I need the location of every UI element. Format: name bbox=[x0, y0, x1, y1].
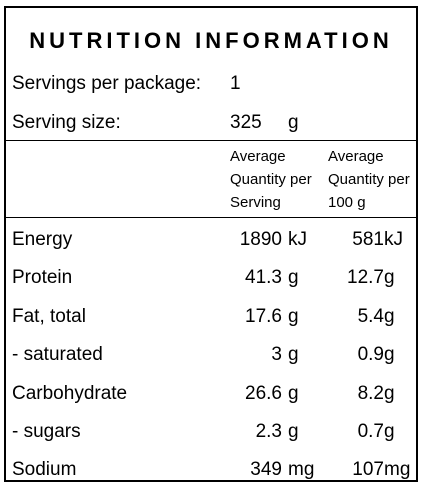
nutrient-per100: 5.4 bbox=[357, 305, 384, 327]
nutrient-serving: 41.3 bbox=[245, 267, 282, 289]
nutrient-serving-unit: g bbox=[288, 382, 299, 404]
nutrient-per100-unit: g bbox=[384, 382, 395, 404]
nutrient-per100-unit: kJ bbox=[384, 229, 403, 250]
nutrient-per100-unit: g bbox=[384, 267, 395, 289]
nutrient-serving-unit: kJ bbox=[288, 229, 307, 250]
nutrient-serving-unit: g bbox=[288, 305, 299, 327]
nutrient-serving: 1890 bbox=[239, 229, 282, 250]
panel-title: NUTRITION INFORMATION bbox=[29, 28, 393, 53]
header-line: Serving bbox=[230, 194, 281, 211]
nutrient-name: - sugars bbox=[12, 421, 81, 442]
nutrient-serving-unit: g bbox=[288, 344, 299, 366]
header-line: Quantity per bbox=[328, 171, 410, 188]
nutrition-panel: NUTRITION INFORMATION Servings per packa… bbox=[4, 6, 418, 482]
nutrient-per100: 8.2 bbox=[357, 382, 384, 404]
header-line: Average bbox=[328, 148, 384, 165]
nutrient-serving: 3 bbox=[271, 344, 282, 366]
divider-top bbox=[6, 140, 416, 141]
nutrient-serving-unit: g bbox=[288, 421, 299, 442]
header-line: Quantity per bbox=[230, 171, 312, 188]
nutrient-per100-unit: g bbox=[384, 344, 395, 366]
column-header-per-serving: Average Quantity per Serving bbox=[230, 145, 312, 214]
nutrient-serving-unit: g bbox=[288, 267, 299, 289]
nutrient-serving-unit: mg bbox=[288, 459, 315, 481]
header-line: Average bbox=[230, 148, 286, 165]
servings-value: 1 bbox=[230, 73, 241, 94]
nutrient-per100: 12.7 bbox=[347, 267, 384, 289]
nutrient-per100: 0.7 bbox=[357, 421, 384, 442]
serving-size-label: Serving size: bbox=[12, 112, 121, 133]
serving-size-unit: g bbox=[288, 112, 299, 133]
nutrient-per100-unit: g bbox=[384, 421, 395, 442]
header-line: 100 g bbox=[328, 194, 366, 211]
serving-size-value: 325 bbox=[230, 112, 262, 133]
nutrient-name: Sodium bbox=[12, 459, 77, 481]
nutrient-serving: 2.3 bbox=[255, 421, 282, 442]
nutrient-name: Protein bbox=[12, 267, 73, 289]
nutrient-serving: 349 bbox=[250, 459, 282, 481]
nutrient-name: Fat, total bbox=[12, 305, 86, 327]
nutrient-name: - saturated bbox=[12, 344, 103, 366]
nutrient-per100: 107 bbox=[352, 459, 384, 481]
nutrient-name: Carbohydrate bbox=[12, 382, 128, 404]
nutrient-serving: 17.6 bbox=[245, 305, 282, 327]
nutrient-per100: 581 bbox=[352, 229, 384, 250]
servings-label: Servings per package: bbox=[12, 73, 202, 94]
nutrient-serving: 26.6 bbox=[245, 382, 282, 404]
nutrient-per100-unit: g bbox=[384, 305, 395, 327]
nutrient-per100: 0.9 bbox=[357, 344, 384, 366]
nutrient-name: Energy bbox=[12, 229, 73, 250]
nutrient-per100-unit: mg bbox=[384, 459, 411, 481]
column-header-per-100g: Average Quantity per 100 g bbox=[328, 145, 410, 214]
divider-bottom bbox=[6, 217, 416, 218]
